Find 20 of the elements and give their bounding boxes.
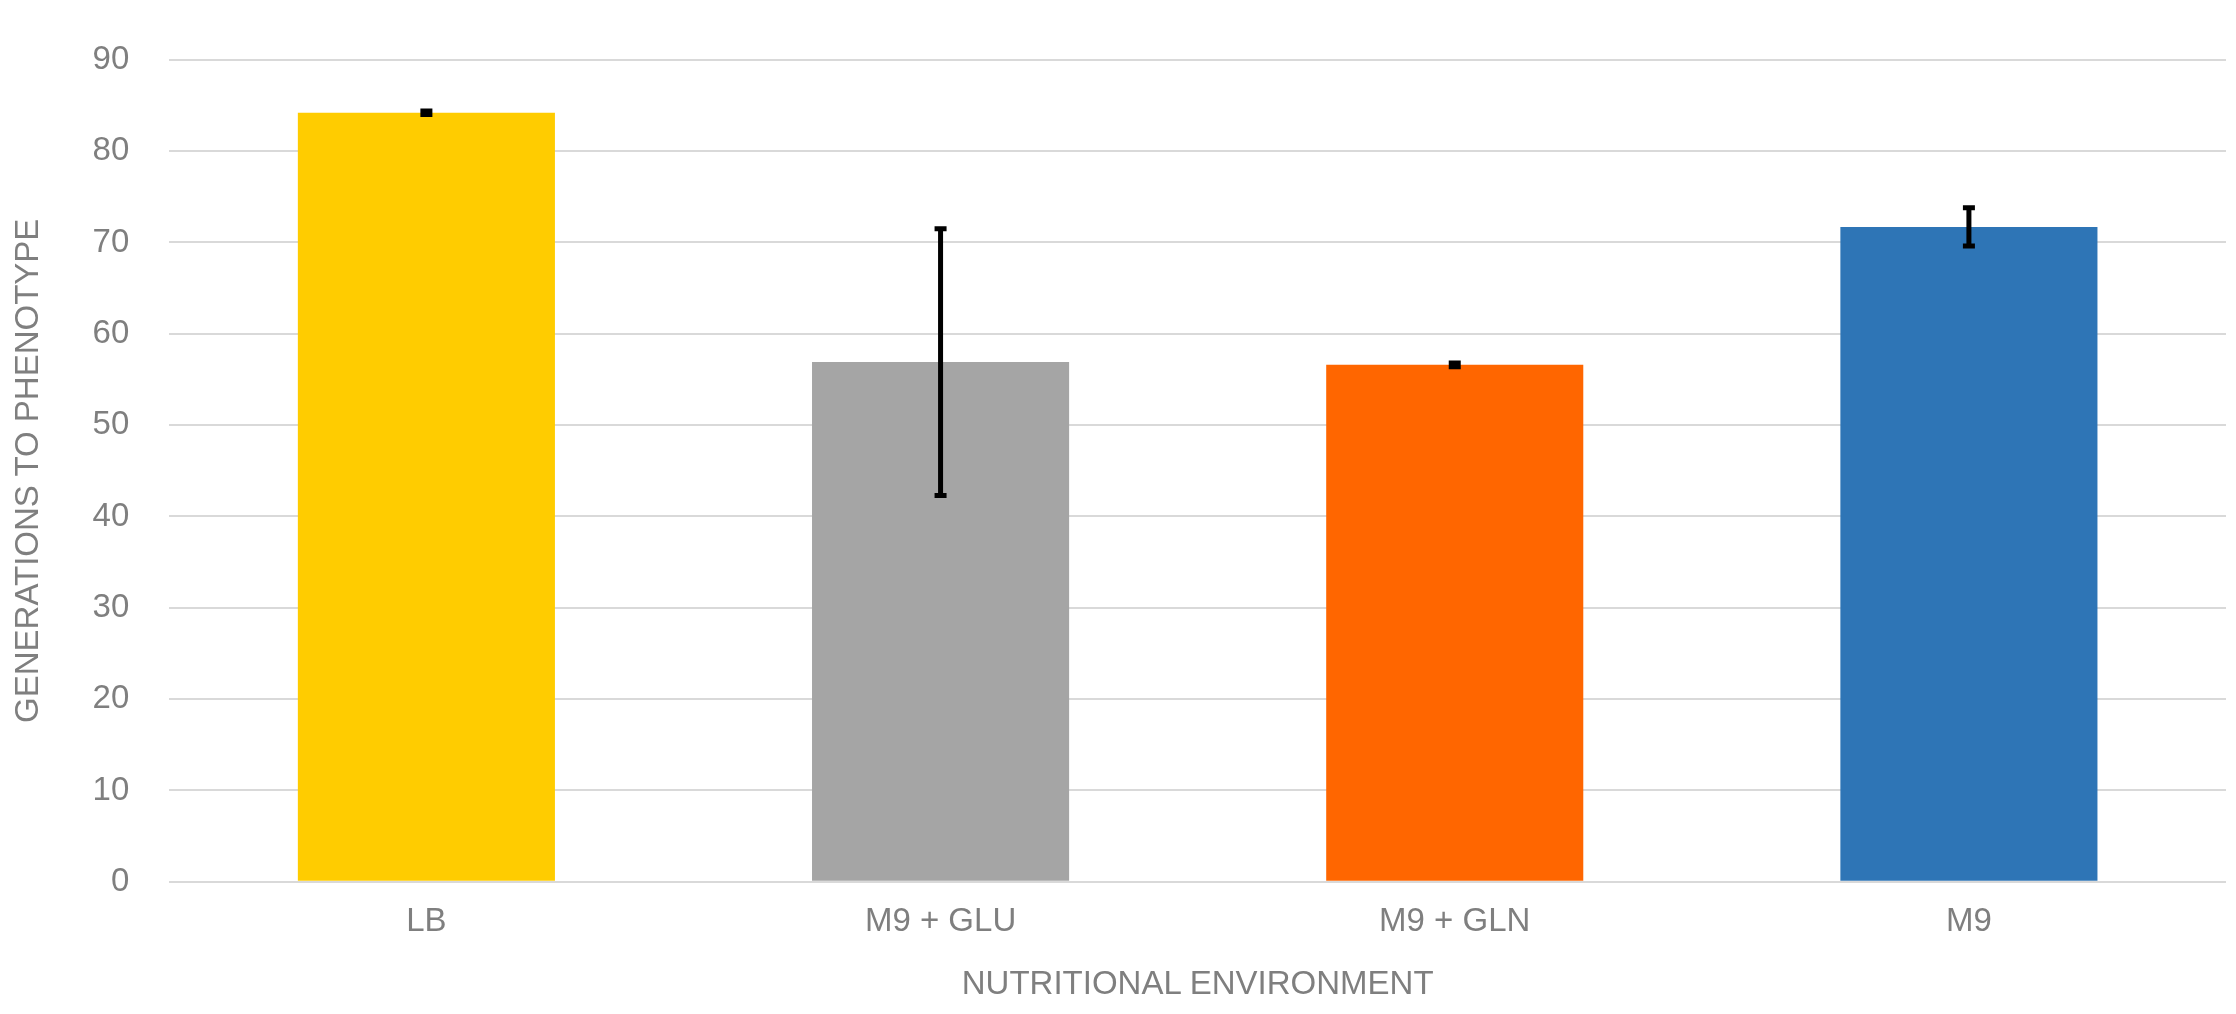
y-tick-label: 50 <box>92 404 130 442</box>
y-axis-title: GENERATIONS TO PHENOTYPE <box>7 218 45 723</box>
y-tick-label: 0 <box>110 860 130 898</box>
y-tick-label: 70 <box>92 221 130 259</box>
bar <box>812 362 1070 881</box>
y-tick-label: 60 <box>92 312 130 350</box>
x-tick-label: M9 <box>1945 900 1992 938</box>
y-tick-label: 40 <box>92 495 130 533</box>
bar <box>1840 226 2098 881</box>
y-tick-label: 80 <box>92 130 130 168</box>
y-tick-label: 90 <box>92 38 130 76</box>
y-tick-label: 10 <box>92 769 130 807</box>
bar <box>1326 364 1584 881</box>
x-tick-label: M9 + GLU <box>864 900 1017 938</box>
bar <box>297 112 555 881</box>
x-tick-label: LB <box>406 900 447 938</box>
y-tick-label: 30 <box>92 586 130 624</box>
y-tick-label: 20 <box>92 678 130 716</box>
x-tick-label: M9 + GLN <box>1379 900 1531 938</box>
x-axis-title: NUTRITIONAL ENVIRONMENT <box>961 964 1434 1002</box>
